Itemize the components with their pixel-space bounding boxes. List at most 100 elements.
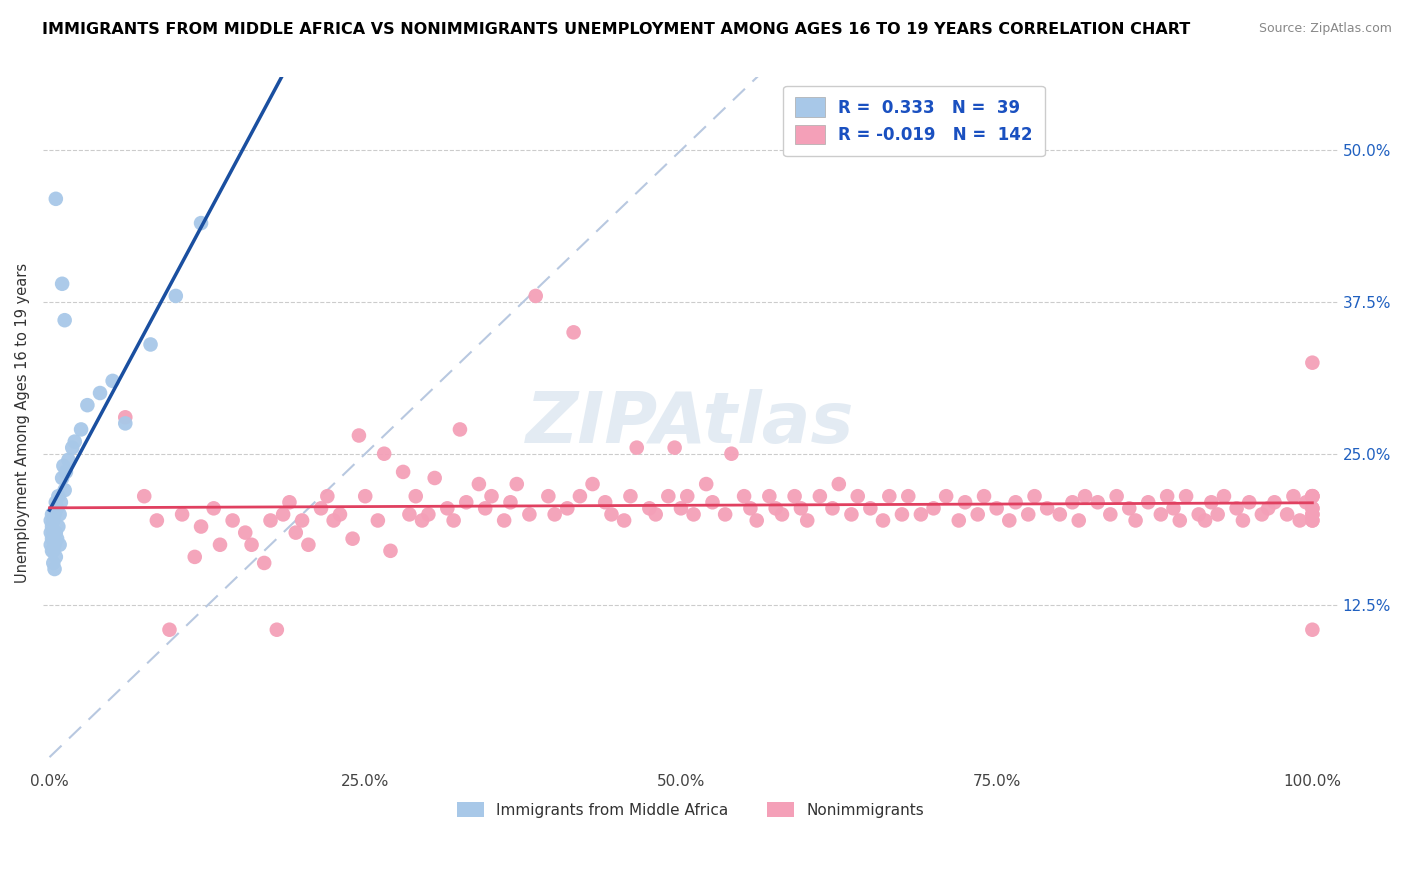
Point bbox=[1301, 489, 1323, 503]
Point bbox=[935, 489, 957, 503]
Point bbox=[821, 501, 844, 516]
Point bbox=[190, 216, 212, 230]
Point bbox=[42, 525, 65, 540]
Point bbox=[44, 538, 66, 552]
Point bbox=[1226, 501, 1249, 516]
Point bbox=[46, 532, 69, 546]
Point bbox=[1049, 508, 1071, 522]
Point bbox=[101, 374, 124, 388]
Point bbox=[373, 447, 395, 461]
Point bbox=[436, 501, 458, 516]
Point bbox=[1188, 508, 1211, 522]
Point bbox=[626, 441, 648, 455]
Point bbox=[1301, 623, 1323, 637]
Point bbox=[1074, 489, 1097, 503]
Point bbox=[284, 525, 307, 540]
Point bbox=[46, 489, 69, 503]
Point bbox=[89, 386, 111, 401]
Point bbox=[897, 489, 920, 503]
Point bbox=[783, 489, 806, 503]
Point bbox=[48, 508, 70, 522]
Point bbox=[758, 489, 780, 503]
Point bbox=[1024, 489, 1046, 503]
Point bbox=[619, 489, 641, 503]
Point bbox=[329, 508, 352, 522]
Point bbox=[1301, 501, 1323, 516]
Point bbox=[291, 513, 314, 527]
Point bbox=[380, 544, 402, 558]
Point bbox=[45, 495, 67, 509]
Point bbox=[682, 508, 704, 522]
Point bbox=[398, 508, 420, 522]
Point bbox=[948, 513, 970, 527]
Point bbox=[1213, 489, 1236, 503]
Point bbox=[494, 513, 516, 527]
Point bbox=[998, 513, 1021, 527]
Point bbox=[733, 489, 755, 503]
Text: IMMIGRANTS FROM MIDDLE AFRICA VS NONIMMIGRANTS UNEMPLOYMENT AMONG AGES 16 TO 19 : IMMIGRANTS FROM MIDDLE AFRICA VS NONIMMI… bbox=[42, 22, 1191, 37]
Point bbox=[423, 471, 446, 485]
Point bbox=[669, 501, 692, 516]
Point bbox=[51, 471, 73, 485]
Point bbox=[745, 513, 768, 527]
Point bbox=[165, 289, 187, 303]
Point bbox=[411, 513, 433, 527]
Point bbox=[202, 501, 225, 516]
Point bbox=[46, 501, 69, 516]
Point bbox=[271, 508, 294, 522]
Point bbox=[720, 447, 742, 461]
Point bbox=[1201, 495, 1223, 509]
Point bbox=[808, 489, 831, 503]
Point bbox=[42, 544, 65, 558]
Point bbox=[159, 623, 181, 637]
Point bbox=[714, 508, 737, 522]
Point bbox=[52, 458, 75, 473]
Point bbox=[506, 477, 529, 491]
Point bbox=[702, 495, 724, 509]
Text: Source: ZipAtlas.com: Source: ZipAtlas.com bbox=[1258, 22, 1392, 36]
Point bbox=[221, 513, 243, 527]
Point bbox=[986, 501, 1008, 516]
Point bbox=[41, 532, 63, 546]
Point bbox=[695, 477, 717, 491]
Point bbox=[297, 538, 319, 552]
Point bbox=[1067, 513, 1090, 527]
Point bbox=[519, 508, 541, 522]
Point bbox=[1118, 501, 1140, 516]
Point bbox=[1137, 495, 1160, 509]
Point bbox=[1017, 508, 1039, 522]
Point bbox=[562, 326, 585, 340]
Point bbox=[1301, 508, 1323, 522]
Point bbox=[922, 501, 945, 516]
Point bbox=[657, 489, 679, 503]
Point bbox=[1004, 495, 1026, 509]
Point bbox=[51, 277, 73, 291]
Point bbox=[543, 508, 565, 522]
Point bbox=[45, 525, 67, 540]
Point bbox=[890, 508, 912, 522]
Point bbox=[568, 489, 591, 503]
Point bbox=[973, 489, 995, 503]
Point bbox=[1168, 513, 1191, 527]
Point bbox=[240, 538, 263, 552]
Point bbox=[600, 508, 623, 522]
Point bbox=[266, 623, 288, 637]
Point bbox=[593, 495, 616, 509]
Point bbox=[134, 489, 156, 503]
Point bbox=[499, 495, 522, 509]
Point bbox=[60, 441, 83, 455]
Point bbox=[765, 501, 787, 516]
Point bbox=[481, 489, 503, 503]
Point bbox=[1206, 508, 1229, 522]
Point bbox=[42, 556, 65, 570]
Point bbox=[1163, 501, 1185, 516]
Point bbox=[1301, 501, 1323, 516]
Point bbox=[309, 501, 332, 516]
Point bbox=[53, 313, 76, 327]
Point bbox=[443, 513, 465, 527]
Point bbox=[1194, 513, 1216, 527]
Point bbox=[39, 513, 62, 527]
Point bbox=[278, 495, 301, 509]
Point bbox=[42, 513, 65, 527]
Legend: Immigrants from Middle Africa, Nonimmigrants: Immigrants from Middle Africa, Nonimmigr… bbox=[450, 796, 931, 824]
